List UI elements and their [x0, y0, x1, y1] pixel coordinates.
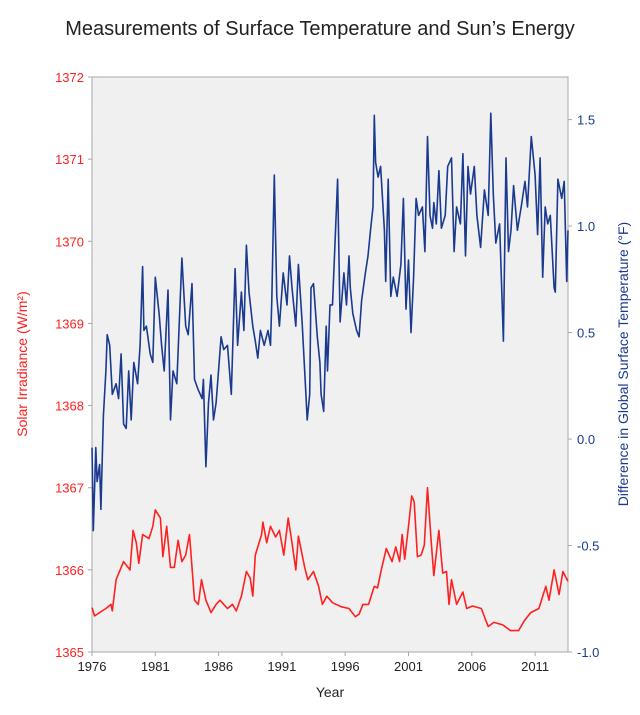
right-tick-label: 1.0: [577, 219, 595, 234]
series-lines: [91, 112, 569, 632]
left-tick-label: 1369: [55, 316, 84, 331]
x-tick-label: 2011: [521, 659, 549, 674]
chart-title: Measurements of Surface Temperature and …: [65, 18, 575, 40]
x-tick-label: 1976: [78, 659, 107, 674]
x-tick-label: 1991: [267, 659, 296, 674]
x-tick-label: 2006: [457, 659, 486, 674]
right-tick-label: -0.5: [577, 539, 599, 554]
right-tick-label: 0.0: [577, 432, 595, 447]
right-axis-label: Difference in Global Surface Temperature…: [615, 222, 631, 506]
left-tick-label: 1371: [55, 152, 84, 167]
left-tick-label: 1365: [55, 645, 84, 660]
right-tick-label: 0.5: [577, 326, 595, 341]
left-tick-label: 1367: [55, 481, 84, 496]
x-tick-label: 1996: [331, 659, 360, 674]
left-tick-label: 1366: [55, 563, 84, 578]
x-tick-label: 1986: [204, 659, 233, 674]
x-tick-label: 1981: [141, 659, 170, 674]
left-tick-label: 1370: [55, 234, 84, 249]
left-tick-label: 1372: [55, 70, 84, 85]
right-tick-label: 1.5: [577, 113, 595, 128]
x-tick-label: 2001: [394, 659, 423, 674]
left-axis-label: Solar Irradiance (W/m²): [14, 291, 30, 436]
right-tick-label: -1.0: [577, 645, 599, 660]
left-tick-label: 1368: [55, 399, 84, 414]
temperature-difference-line: [91, 112, 569, 532]
solar-irradiance-line: [91, 486, 569, 632]
axis-ticks: 1976 1981 1986 1991 1996 2001 2006 2011 1365 1366…: [55, 70, 599, 674]
x-axis-label: Year: [316, 684, 345, 700]
